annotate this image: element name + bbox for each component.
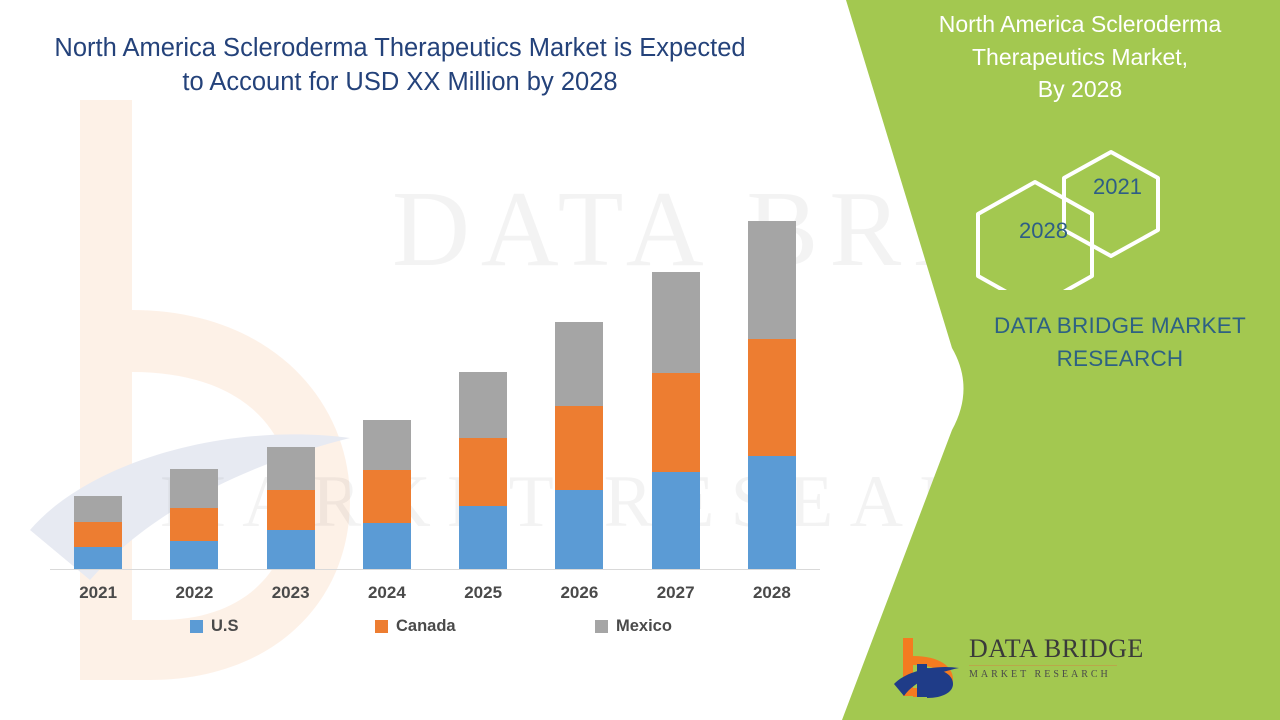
panel-title-line-3: By 2028 bbox=[1037, 76, 1123, 103]
panel-title: North America Scleroderma Therapeutics M… bbox=[880, 8, 1280, 106]
x-axis-label-2021: 2021 bbox=[79, 583, 118, 602]
bar-2025 bbox=[459, 372, 508, 570]
hexagon-label-2028: 2028 bbox=[1019, 218, 1068, 243]
bar-segment-mexico-2028 bbox=[747, 220, 796, 339]
panel-title-line-1: North America Scleroderma bbox=[938, 11, 1222, 37]
legend-item-us[interactable]: U.S bbox=[190, 617, 239, 636]
x-axis-label-2025: 2025 bbox=[464, 583, 503, 602]
bar-2027 bbox=[651, 271, 700, 570]
bar-segment-mexico-2024 bbox=[362, 419, 411, 470]
bar-segment-us-2025 bbox=[459, 505, 508, 570]
bar-segment-us-2024 bbox=[362, 523, 411, 570]
legend-item-canada[interactable]: Canada bbox=[375, 617, 456, 636]
bar-segment-canada-2027 bbox=[651, 373, 700, 472]
x-axis-label-2023: 2023 bbox=[271, 583, 310, 602]
logo-main-text: DATA BRIDGE bbox=[969, 634, 1144, 663]
bar-segment-canada-2025 bbox=[459, 438, 508, 506]
x-axis-label-2024: 2024 bbox=[367, 583, 406, 602]
panel-title-line-2: Therapeutics Market, bbox=[971, 43, 1189, 70]
bar-2024 bbox=[362, 419, 411, 570]
x-axis-label-2022: 2022 bbox=[175, 583, 214, 602]
data-bridge-logo-icon bbox=[894, 638, 959, 698]
bar-segment-us-2027 bbox=[651, 471, 700, 570]
bar-segment-us-2028 bbox=[747, 455, 796, 570]
brand-name: DATA BRIDGE MARKET RESEARCH bbox=[960, 310, 1280, 375]
bar-segment-mexico-2025 bbox=[459, 372, 508, 439]
x-axis-line bbox=[50, 569, 820, 570]
bar-segment-canada-2022 bbox=[170, 507, 219, 541]
hexagon-outline-icon bbox=[976, 150, 1160, 310]
legend-label-canada: Canada bbox=[396, 617, 456, 635]
bar-2022 bbox=[170, 468, 219, 570]
bar-segment-mexico-2021 bbox=[74, 495, 123, 523]
page-title-line-2: to Account for USD XX Million by 2028 bbox=[182, 67, 618, 96]
page-title: North America Scleroderma Therapeutics M… bbox=[20, 32, 780, 99]
legend-swatch-mexico-icon bbox=[595, 620, 608, 633]
brand-name-line-1: DATA BRIDGE MARKET bbox=[993, 313, 1246, 338]
hexagon-badges: 2021 2028 bbox=[975, 140, 1190, 310]
page-title-line-1: North America Scleroderma Therapeutics M… bbox=[54, 34, 746, 62]
hexagon-label-2021: 2021 bbox=[1093, 174, 1142, 199]
bar-segment-us-2023 bbox=[266, 530, 315, 570]
bar-segment-us-2022 bbox=[170, 540, 219, 570]
legend-label-us: U.S bbox=[211, 617, 239, 635]
legend-swatch-us-icon bbox=[190, 620, 203, 633]
bar-2023 bbox=[266, 447, 315, 570]
logo-sub-text: MARKET RESEARCH bbox=[969, 669, 1111, 680]
x-axis-label-2028: 2028 bbox=[752, 583, 791, 602]
bar-segment-canada-2028 bbox=[747, 338, 796, 456]
x-axis-label-2027: 2027 bbox=[656, 583, 695, 602]
x-axis-tick-labels: 2021 2022 2023 2024 2025 2026 2027 2028 bbox=[50, 583, 820, 613]
bar-2021 bbox=[74, 495, 123, 570]
bar-2026 bbox=[555, 322, 604, 570]
company-logo: DATA BRIDGE MARKET RESEARCH bbox=[893, 632, 1144, 704]
bar-segment-mexico-2026 bbox=[555, 322, 604, 407]
legend-label-mexico: Mexico bbox=[616, 617, 672, 635]
bar-2028 bbox=[747, 220, 796, 570]
x-axis-label-2026: 2026 bbox=[560, 583, 599, 602]
legend-swatch-canada-icon bbox=[375, 620, 388, 633]
chart-legend: U.S Canada Mexico bbox=[50, 617, 820, 643]
bar-segment-mexico-2023 bbox=[266, 447, 315, 491]
bar-segment-canada-2024 bbox=[362, 469, 411, 524]
bar-segment-us-2021 bbox=[74, 546, 123, 570]
hexagon-2021-shape bbox=[1062, 150, 1160, 258]
logo-divider bbox=[969, 665, 1117, 666]
stacked-bar-chart bbox=[50, 180, 820, 570]
brand-name-line-2: RESEARCH bbox=[1056, 345, 1184, 371]
legend-item-mexico[interactable]: Mexico bbox=[595, 617, 672, 636]
bar-segment-canada-2021 bbox=[74, 522, 123, 547]
bar-segment-canada-2023 bbox=[266, 490, 315, 531]
bar-segment-us-2026 bbox=[555, 490, 604, 570]
bar-segment-canada-2026 bbox=[555, 406, 604, 491]
logo-wordmark: DATA BRIDGE MARKET RESEARCH bbox=[969, 634, 1144, 680]
bar-segment-mexico-2027 bbox=[651, 271, 700, 374]
bar-segment-mexico-2022 bbox=[170, 468, 219, 508]
